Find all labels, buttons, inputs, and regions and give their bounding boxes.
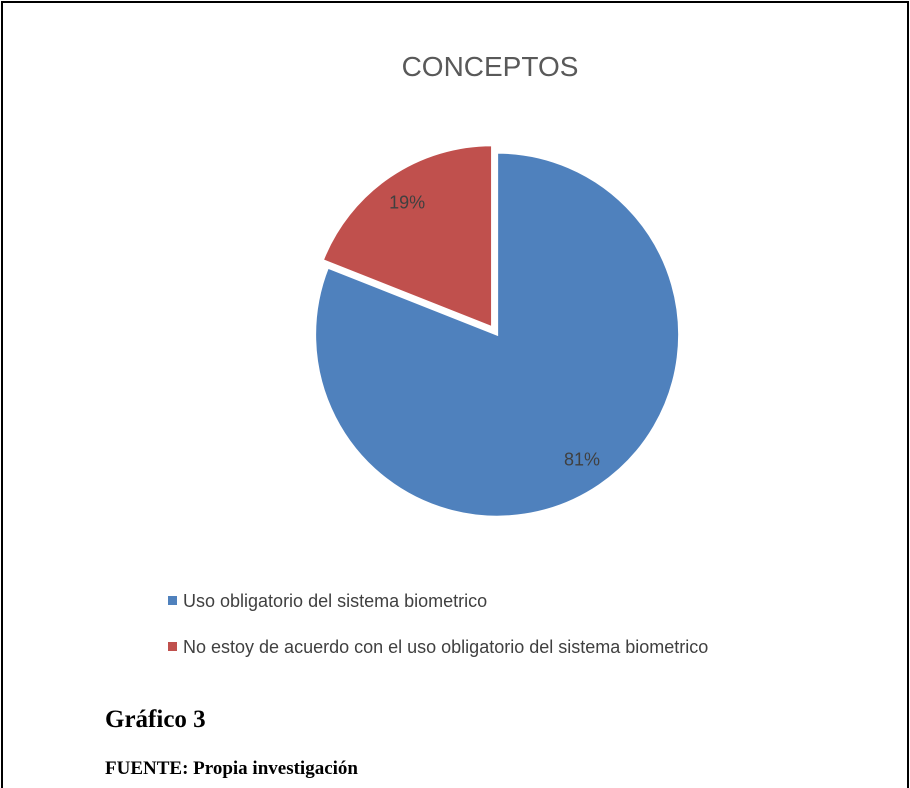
caption-source: FUENTE: Propia investigación xyxy=(105,758,358,779)
pie-slice xyxy=(321,144,494,329)
legend-swatch xyxy=(168,642,177,651)
legend-label: No estoy de acuerdo con el uso obligator… xyxy=(183,637,708,657)
legend-swatch xyxy=(168,596,177,605)
data-label: 81% xyxy=(564,450,600,470)
legend-label: Uso obligatorio del sistema biometrico xyxy=(183,591,487,611)
pie-slice xyxy=(314,151,681,518)
data-label: 19% xyxy=(389,192,425,212)
chart-title: CONCEPTOS xyxy=(402,51,579,82)
caption-label: Gráfico 3 xyxy=(105,706,206,733)
